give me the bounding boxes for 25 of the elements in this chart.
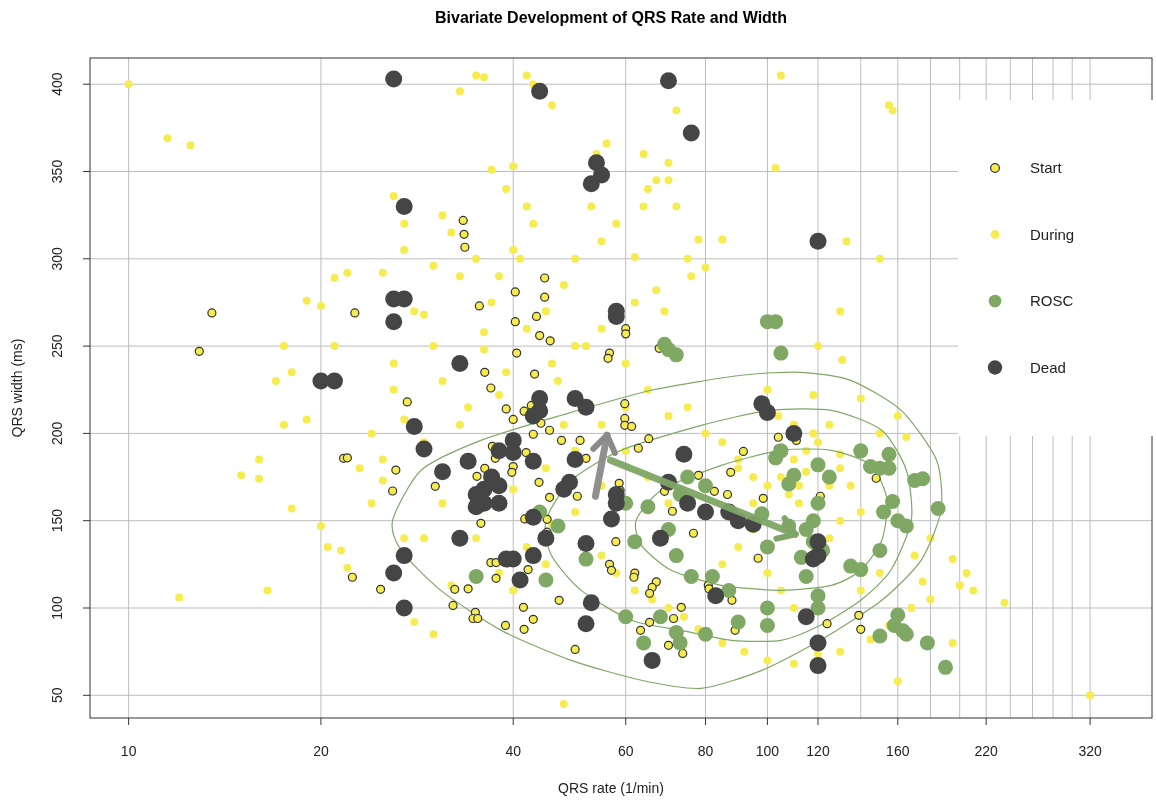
chart-title: Bivariate Development of QRS Rate and Width bbox=[435, 9, 787, 26]
x-tick-label: 160 bbox=[886, 743, 910, 759]
y-tick-label: 100 bbox=[49, 596, 65, 620]
x-tick-label: 40 bbox=[505, 743, 522, 759]
y-tick-label: 300 bbox=[49, 246, 65, 271]
legend-label: During bbox=[1030, 225, 1075, 243]
y-tick-label: 350 bbox=[49, 159, 65, 184]
x-tick-label: 100 bbox=[755, 743, 780, 759]
legend-label: Dead bbox=[1030, 358, 1066, 376]
legend-label: ROSC bbox=[1030, 292, 1074, 309]
y-tick-label: 200 bbox=[49, 421, 65, 446]
x-tick-label: 80 bbox=[697, 743, 714, 759]
legend-label: Start bbox=[1030, 159, 1063, 176]
y-tick-label: 400 bbox=[49, 72, 65, 96]
y-tick-label: 50 bbox=[49, 687, 65, 704]
y-tick-label: 250 bbox=[49, 334, 65, 358]
x-axis-title: QRS rate (1/min) bbox=[558, 780, 664, 796]
x-tick-label: 220 bbox=[974, 743, 999, 759]
y-tick-label: 150 bbox=[49, 508, 65, 533]
x-tick-label: 60 bbox=[617, 743, 634, 759]
x-tick-label: 320 bbox=[1078, 743, 1102, 759]
x-tick-label: 10 bbox=[120, 743, 137, 759]
x-tick-label: 120 bbox=[806, 743, 830, 759]
y-axis-title: QRS width (ms) bbox=[9, 338, 25, 438]
x-tick-label: 20 bbox=[313, 743, 329, 759]
